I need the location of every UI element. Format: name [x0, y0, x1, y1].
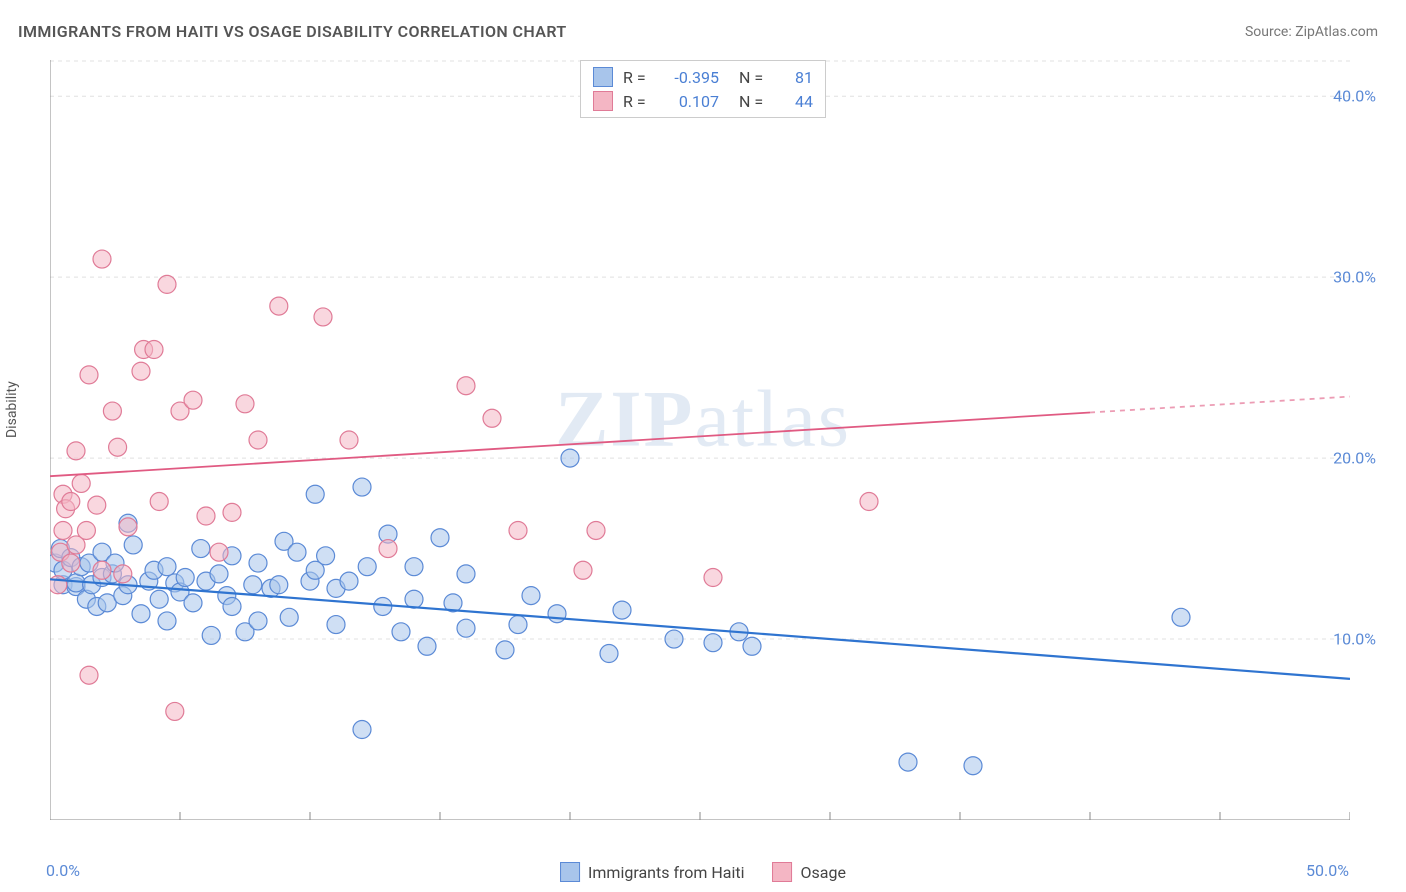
series-legend: Immigrants from Haiti Osage: [560, 862, 846, 882]
legend-label: Immigrants from Haiti: [588, 863, 744, 882]
source-attribution: Source: ZipAtlas.com: [1245, 24, 1378, 40]
chart-title: IMMIGRANTS FROM HAITI VS OSAGE DISABILIT…: [18, 22, 567, 41]
legend-item: Osage: [773, 862, 846, 882]
y-tick-label: 40.0%: [1333, 87, 1376, 106]
x-tick-label-min: 0.0%: [46, 861, 80, 880]
y-tick-label: 20.0%: [1333, 449, 1376, 468]
legend-label: Osage: [801, 863, 846, 882]
legend-swatch: [773, 862, 793, 882]
legend-row: R =-0.395N =81: [593, 65, 813, 89]
scatter-plot: [50, 60, 1350, 820]
x-tick-label-max: 50.0%: [1306, 861, 1349, 880]
legend-swatch: [560, 862, 580, 882]
y-tick-label: 10.0%: [1333, 630, 1376, 649]
legend-row: R =0.107N =44: [593, 89, 813, 113]
legend-swatch: [593, 67, 613, 87]
legend-item: Immigrants from Haiti: [560, 862, 744, 882]
y-tick-label: 30.0%: [1333, 268, 1376, 287]
correlation-legend: R =-0.395N =81R =0.107N =44: [580, 60, 826, 118]
y-axis-label: Disability: [4, 381, 20, 438]
legend-swatch: [593, 91, 613, 111]
